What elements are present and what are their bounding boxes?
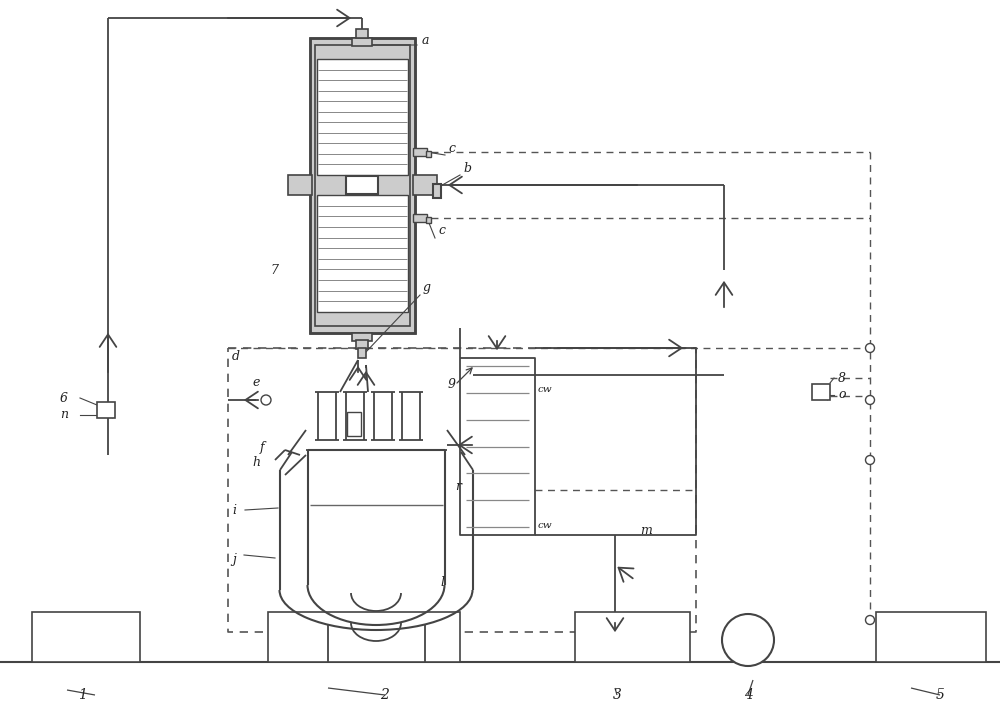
Text: e: e [252, 377, 259, 390]
Bar [575, 612, 690, 662]
Text: 8: 8 [838, 371, 846, 385]
Text: cw: cw [538, 520, 553, 530]
Text: 7: 7 [270, 264, 278, 276]
Bar [97, 402, 115, 418]
Text: 6: 6 [60, 392, 68, 404]
Text: d: d [232, 351, 240, 363]
Bar [346, 176, 378, 194]
Text: 5: 5 [936, 688, 944, 702]
Circle shape [866, 344, 874, 353]
Text: 2: 2 [381, 688, 389, 702]
Text: h: h [252, 455, 260, 469]
Bar [433, 184, 441, 198]
Bar [356, 29, 368, 38]
Text: k: k [347, 414, 355, 426]
Bar [347, 412, 361, 436]
Bar [413, 175, 437, 195]
Text: 9: 9 [448, 378, 456, 392]
Text: 4: 4 [744, 688, 752, 702]
Bar [358, 348, 366, 358]
Circle shape [866, 616, 874, 624]
Bar [310, 38, 415, 333]
Bar [426, 151, 431, 157]
Circle shape [722, 614, 774, 666]
Text: c: c [448, 141, 455, 155]
Text: l: l [440, 576, 444, 590]
Text: j: j [232, 554, 236, 566]
Text: b: b [463, 161, 471, 175]
Bar [310, 38, 415, 333]
Bar [413, 214, 427, 222]
Circle shape [261, 395, 271, 405]
Bar [352, 333, 372, 341]
Text: m: m [640, 523, 652, 537]
Bar [812, 384, 830, 400]
Bar [268, 612, 460, 662]
Bar [426, 217, 431, 223]
Bar [317, 195, 408, 312]
Bar [32, 612, 140, 662]
Circle shape [866, 455, 874, 464]
Text: o: o [838, 389, 846, 402]
Text: r: r [455, 481, 461, 493]
Bar [876, 612, 986, 662]
Bar [356, 340, 368, 349]
Text: a: a [422, 33, 430, 47]
Bar [288, 175, 312, 195]
Text: cw: cw [538, 385, 553, 395]
Bar [315, 45, 410, 326]
Text: 3: 3 [613, 688, 621, 702]
Bar [413, 148, 427, 156]
Text: g: g [423, 281, 431, 295]
Text: n: n [60, 409, 68, 421]
Circle shape [866, 395, 874, 404]
Text: i: i [232, 503, 236, 517]
Bar [352, 38, 372, 46]
Text: f: f [260, 440, 265, 453]
Text: 1: 1 [78, 688, 86, 702]
Text: c: c [438, 223, 445, 237]
Bar [317, 59, 408, 175]
